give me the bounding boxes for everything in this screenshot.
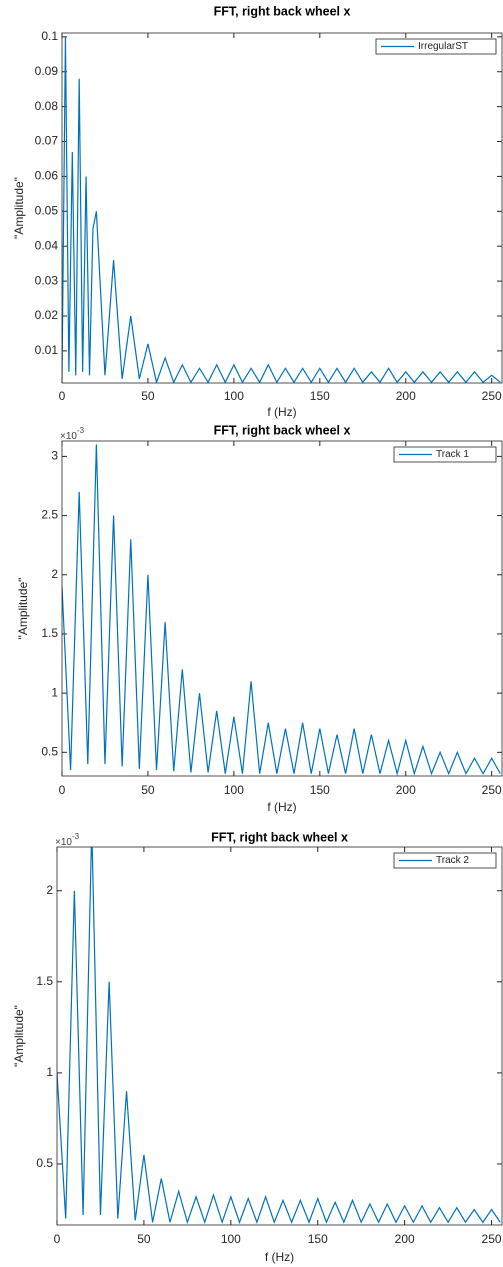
y-tick-label: 2.5 — [41, 508, 58, 522]
legend-label: Track 2 — [436, 855, 469, 866]
y-tick-label: 1.5 — [36, 974, 53, 988]
plot-area — [57, 847, 502, 1225]
y-axis-label: "Amplitude" — [12, 1005, 26, 1067]
chart-title: FFT, right back wheel x — [211, 830, 348, 844]
x-tick-label: 0 — [54, 1232, 61, 1246]
legend-box — [375, 38, 497, 55]
y-tick-label: 0.01 — [35, 343, 59, 357]
y-tick-label: 0.09 — [35, 64, 59, 78]
series-line — [62, 36, 501, 383]
plot-area — [62, 33, 502, 383]
y-axis-label: "Amplitude" — [16, 578, 30, 640]
x-tick-label: 150 — [310, 783, 330, 797]
legend-box — [393, 446, 497, 463]
x-tick-label: 100 — [224, 389, 244, 403]
x-tick-label: 100 — [224, 783, 244, 797]
x-tick-label: 250 — [482, 1232, 502, 1246]
x-tick-label: 250 — [482, 783, 502, 797]
y-axis-label: "Amplitude" — [12, 177, 26, 239]
y-tick-label: 0.04 — [35, 238, 59, 252]
y-tick-label: 2 — [51, 567, 58, 581]
x-axis-label: f (Hz) — [267, 405, 296, 419]
axes-box — [61, 440, 503, 777]
series-line — [62, 444, 501, 776]
legend-label: Track 1 — [436, 449, 469, 460]
series-line — [57, 847, 501, 1225]
axes-box — [56, 846, 503, 1226]
x-tick-label: 0 — [59, 389, 66, 403]
exponent-base: ×10 — [60, 431, 77, 442]
x-tick-label: 150 — [308, 1232, 328, 1246]
x-tick-label: 200 — [396, 783, 416, 797]
y-tick-label: 0.1 — [41, 29, 58, 43]
chart-title: FFT, right back wheel x — [214, 4, 351, 18]
y-tick-label: 2 — [46, 883, 53, 897]
legend-box — [393, 852, 497, 869]
y-tick-label: 0.5 — [41, 744, 58, 758]
x-axis-label: f (Hz) — [267, 800, 296, 814]
y-exponent: ×10-3 — [60, 426, 85, 442]
axes-box — [61, 32, 503, 384]
y-tick-label: 0.05 — [35, 203, 59, 217]
x-tick-label: 50 — [141, 783, 155, 797]
x-tick-label: 50 — [137, 1232, 151, 1246]
y-tick-label: 0.06 — [35, 169, 59, 183]
exponent-power: -3 — [72, 832, 80, 841]
x-tick-label: 100 — [221, 1232, 241, 1246]
exponent-base: ×10 — [55, 837, 72, 848]
y-tick-label: 0.5 — [36, 1156, 53, 1170]
plot-area — [62, 441, 502, 776]
y-tick-label: 1 — [51, 685, 58, 699]
y-tick-label: 0.08 — [35, 99, 59, 113]
x-tick-label: 200 — [395, 1232, 415, 1246]
x-tick-label: 250 — [482, 389, 502, 403]
x-tick-label: 200 — [396, 389, 416, 403]
y-exponent: ×10-3 — [55, 832, 80, 848]
x-tick-label: 0 — [59, 783, 66, 797]
y-tick-label: 0.02 — [35, 308, 59, 322]
x-tick-label: 150 — [310, 389, 330, 403]
x-axis-label: f (Hz) — [265, 1250, 294, 1264]
y-tick-label: 1.5 — [41, 626, 58, 640]
x-tick-label: 50 — [141, 389, 155, 403]
y-tick-label: 3 — [51, 449, 58, 463]
chart-title: FFT, right back wheel x — [214, 423, 351, 437]
exponent-power: -3 — [77, 426, 85, 435]
y-tick-label: 0.07 — [35, 134, 59, 148]
y-tick-label: 1 — [46, 1065, 53, 1079]
legend-label: IrregularST — [418, 41, 468, 52]
y-tick-label: 0.03 — [35, 273, 59, 287]
